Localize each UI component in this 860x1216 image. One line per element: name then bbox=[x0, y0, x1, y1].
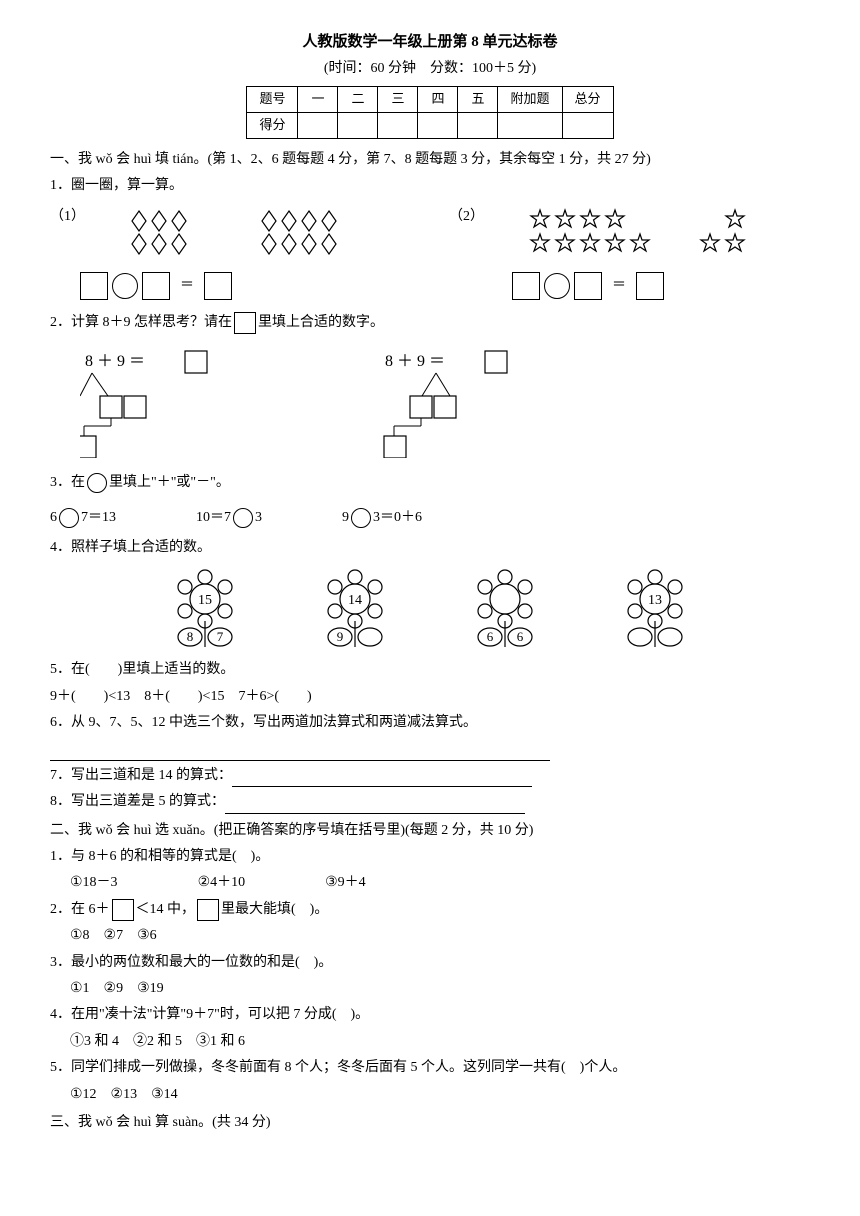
diamonds-group2 bbox=[259, 206, 369, 256]
s2-q1-opts: ①18－3 ②4＋10 ③9＋4 bbox=[70, 872, 810, 894]
s2-q3-opts: ①1 ②9 ③19 bbox=[70, 978, 810, 1000]
s2-q3: 3．最小的两位数和最大的一位数的和是( )。 bbox=[50, 952, 810, 974]
q3-label: 3．在 里填上"＋"或"－"。 bbox=[50, 472, 230, 494]
s2-q5-opts: ①12 ②13 ③14 bbox=[70, 1084, 810, 1106]
svg-text:9: 9 bbox=[337, 629, 344, 644]
answer-circle[interactable] bbox=[87, 473, 107, 493]
stars-group1 bbox=[528, 206, 658, 256]
s2-q2: 2．在 6＋ ＜14 中， 里最大能填( )。 bbox=[50, 899, 328, 921]
answer-box[interactable] bbox=[234, 312, 256, 334]
flower-4: 13 bbox=[610, 569, 700, 649]
answer-line[interactable] bbox=[225, 798, 525, 814]
answer-box[interactable] bbox=[197, 899, 219, 921]
section3-header: 三、我 wǒ 会 huì 算 suàn。(共 34 分) bbox=[50, 1112, 810, 1134]
split-diagram-2: 8 ＋ 9 ＝ bbox=[380, 348, 560, 458]
svg-text:6: 6 bbox=[487, 629, 494, 644]
svg-text:6: 6 bbox=[517, 629, 524, 644]
answer-line[interactable] bbox=[50, 745, 550, 761]
q4-label: 4．照样子填上合适的数。 bbox=[50, 537, 810, 559]
page-title: 人教版数学一年级上册第 8 单元达标卷 bbox=[50, 30, 810, 54]
diamonds-group1 bbox=[129, 206, 219, 256]
svg-text:14: 14 bbox=[348, 593, 362, 608]
answer-box[interactable] bbox=[636, 272, 664, 300]
score-table: 题号 一 二 三 四 五 附加题 总分 得分 bbox=[246, 86, 613, 139]
q1-label: 1．圈一圈，算一算。 bbox=[50, 175, 810, 197]
subtitle: (时间：60 分钟 分数：100＋5 分) bbox=[50, 58, 810, 80]
svg-text:8 ＋ 9 ＝: 8 ＋ 9 ＝ bbox=[85, 353, 145, 370]
svg-text:13: 13 bbox=[648, 593, 662, 608]
answer-box[interactable] bbox=[574, 272, 602, 300]
flower-1: 15 8 7 bbox=[160, 569, 250, 649]
q7: 7．写出三道和是 14 的算式： bbox=[50, 765, 810, 787]
answer-box[interactable] bbox=[142, 272, 170, 300]
q1-equations: ＝ ＝ bbox=[50, 264, 810, 300]
s2-q2-opts: ①8 ②7 ③6 bbox=[70, 925, 810, 947]
q5-text: 9＋( )<13 8＋( )<15 7＋6>( ) bbox=[50, 686, 810, 708]
answer-box[interactable] bbox=[80, 272, 108, 300]
stars-group2 bbox=[698, 206, 758, 256]
section2-header: 二、我 wǒ 会 huì 选 xuǎn。(把正确答案的序号填在括号里)(每题 2… bbox=[50, 820, 810, 842]
answer-line[interactable] bbox=[232, 771, 532, 787]
answer-box[interactable] bbox=[512, 272, 540, 300]
flowers: 15 8 7 14 9 6 6 bbox=[50, 569, 810, 649]
q1-diagrams: （1） bbox=[50, 206, 810, 256]
svg-text:7: 7 bbox=[217, 629, 224, 644]
answer-box[interactable] bbox=[112, 899, 134, 921]
answer-circle[interactable] bbox=[544, 273, 570, 299]
svg-text:8 ＋ 9 ＝: 8 ＋ 9 ＝ bbox=[385, 353, 445, 370]
svg-text:8: 8 bbox=[187, 629, 194, 644]
answer-box[interactable] bbox=[204, 272, 232, 300]
q2-label: 2．计算 8＋9 怎样思考？请在 里填上合适的数字。 bbox=[50, 312, 384, 334]
answer-circle[interactable] bbox=[112, 273, 138, 299]
flower-3: 6 6 bbox=[460, 569, 550, 649]
s2-q1: 1．与 8＋6 的和相等的算式是( )。 bbox=[50, 846, 810, 868]
q8: 8．写出三道差是 5 的算式： bbox=[50, 791, 810, 813]
split-diagram-1: 8 ＋ 9 ＝ bbox=[80, 348, 260, 458]
flower-2: 14 9 bbox=[310, 569, 400, 649]
q3-items: 67＝13 10＝73 93＝0＋6 bbox=[50, 507, 810, 529]
q6: 6．从 9、7、5、12 中选三个数，写出两道加法算式和两道减法算式。 bbox=[50, 712, 810, 734]
s2-q4-opts: ①3 和 4 ②2 和 5 ③1 和 6 bbox=[70, 1031, 810, 1053]
s2-q4: 4．在用"凑十法"计算"9＋7"时，可以把 7 分成( )。 bbox=[50, 1004, 810, 1026]
q5-label: 5．在( )里填上适当的数。 bbox=[50, 659, 810, 681]
section1-header: 一、我 wǒ 会 huì 填 tián。(第 1、2、6 题每题 4 分，第 7… bbox=[50, 149, 810, 171]
q2-diagrams: 8 ＋ 9 ＝ 8 ＋ 9 ＝ bbox=[80, 348, 810, 458]
s2-q5: 5．同学们排成一列做操，冬冬前面有 8 个人；冬冬后面有 5 个人。这列同学一共… bbox=[50, 1057, 810, 1079]
svg-text:15: 15 bbox=[198, 593, 212, 608]
